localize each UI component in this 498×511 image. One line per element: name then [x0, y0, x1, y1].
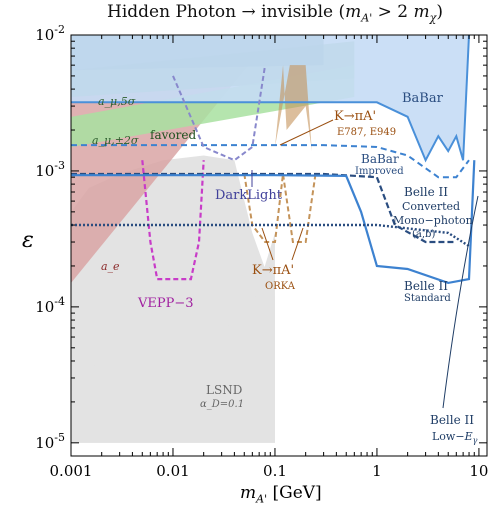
y-tick-label: 10-5: [35, 431, 65, 452]
x-axis-label: mA' [GeV]: [240, 483, 322, 506]
x-tick-label: 0.01: [156, 462, 189, 480]
lsnd-sublabel: α_D=0.1: [200, 399, 245, 410]
y-tick-label: 10-4: [35, 295, 65, 316]
kpi-orka-sublabel: ORKA: [265, 281, 296, 292]
babar-label: BaBar: [402, 91, 443, 106]
vepp-label: VEPP−3: [138, 296, 194, 311]
babar-line: [71, 35, 470, 163]
babar-improved-sublabel: Improved: [355, 166, 404, 177]
ae-label: a_e: [101, 260, 120, 273]
x-tick-label: 10: [469, 462, 488, 480]
belle-converted-label-4: (a,b): [412, 229, 436, 240]
chart-title: Hidden Photon → invisible (mA' > 2 mχ): [107, 2, 443, 25]
kpi-e787-region: [274, 65, 312, 152]
plot-regions: [71, 35, 470, 443]
darklight-label: DarkLight: [215, 188, 282, 203]
amu5-label: a_μ,5σ: [98, 95, 136, 108]
y-axis-label: ε: [22, 228, 34, 253]
kpi-orka-line: [243, 173, 317, 243]
kpi-e787-label: K→πA': [334, 109, 377, 124]
belle-standard-label-1: Belle II: [404, 279, 448, 293]
darklight-line: [172, 65, 267, 162]
belle-low-label-1: Belle II: [430, 413, 474, 427]
kpi-orka-arrow-1: [261, 227, 274, 261]
belle-standard-label-2: Standard: [404, 293, 451, 304]
axis-tick-labels: 0.001 0.01 0.1 1 10 10-5 10-4 10-3 10-2: [35, 23, 488, 480]
kpi-orka-label: K→πA': [252, 263, 295, 278]
amu2-label: a_μ,±2σ: [92, 134, 139, 147]
belle-converted-label-1: Belle II: [404, 185, 448, 199]
belle-low-label-2: Low−Eγ: [432, 430, 478, 446]
babar-region: [71, 35, 470, 161]
belle-converted-line: [71, 172, 457, 244]
x-tick-label: 0.001: [50, 462, 93, 480]
babar-improved-label: BaBar: [361, 152, 399, 166]
plot-frame: [70, 34, 488, 457]
lsnd-lower-region: [71, 232, 275, 443]
belle-converted-label-3: Mono−photon: [393, 214, 473, 227]
babar-improved-line: [71, 144, 470, 179]
vepp3-line: [141, 160, 205, 281]
belle-lowE-line: [71, 223, 470, 248]
y-tick-label: 10-3: [35, 159, 65, 180]
lsnd-label: LSND: [206, 383, 243, 397]
kpi-orka-arrow-2: [291, 227, 304, 261]
plot-curves: [71, 35, 479, 409]
favored-label: favored: [150, 128, 197, 142]
belle-converted-label-2: Converted: [402, 200, 461, 213]
kpi-e787-sublabel: E787, E949: [337, 127, 397, 138]
y-tick-label: 10-2: [35, 23, 65, 44]
x-tick-label: 0.1: [263, 462, 287, 480]
kpi-e787-arrow: [279, 119, 334, 146]
belle-lowE-arrow: [442, 195, 479, 409]
axis-ticks: [70, 34, 487, 456]
x-tick-label: 1: [372, 462, 382, 480]
